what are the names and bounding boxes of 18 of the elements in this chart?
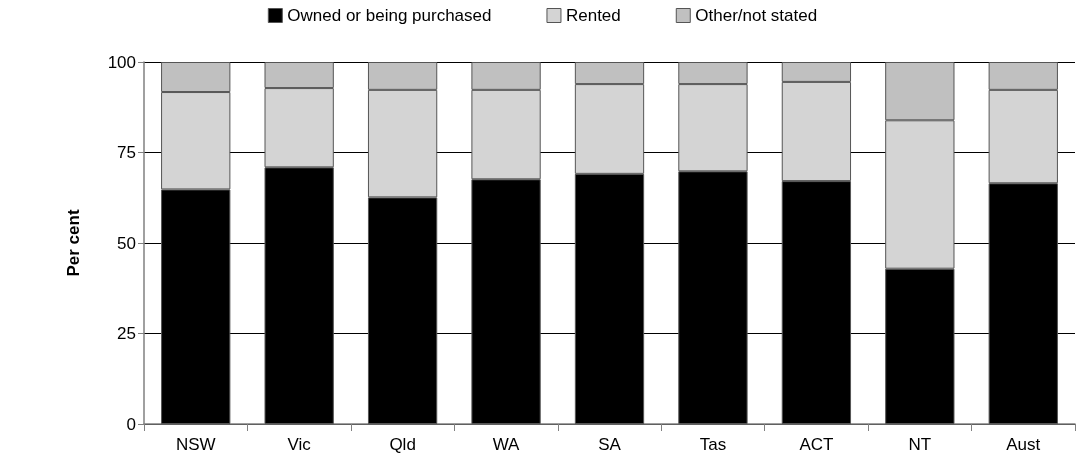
x-tick-label: ACT xyxy=(799,435,834,454)
x-tick-label: Aust xyxy=(1006,435,1041,454)
x-tick-label: NSW xyxy=(175,435,216,454)
y-tick-label: 25 xyxy=(117,324,136,343)
y-tick-label: 100 xyxy=(107,52,136,72)
y-tick-label: 0 xyxy=(126,414,136,434)
x-tick-label: NT xyxy=(908,435,932,454)
legend-label: Owned or being purchased xyxy=(287,6,492,25)
x-tick-label: Qld xyxy=(389,435,416,454)
legend-label: Other/not stated xyxy=(695,6,818,25)
x-tick-label: Vic xyxy=(287,435,312,454)
legend-label: Rented xyxy=(565,6,621,25)
x-tick-label: WA xyxy=(492,435,521,454)
x-tick-label: SA xyxy=(598,435,622,454)
y-tick-label: 75 xyxy=(117,143,136,162)
x-tick-label: Tas xyxy=(699,435,727,454)
y-axis-title: Per cent xyxy=(64,209,83,277)
y-tick-label: 50 xyxy=(117,233,136,253)
